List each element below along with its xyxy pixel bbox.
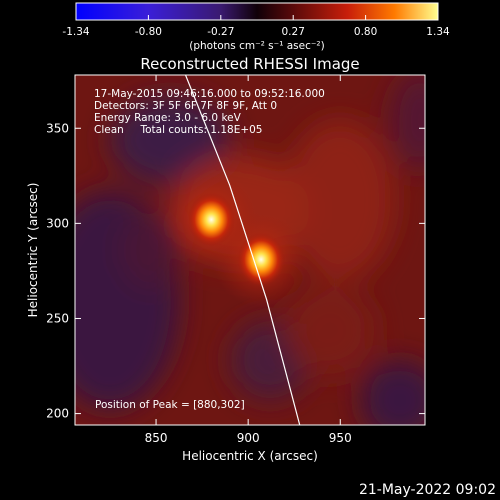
- colorbar-tick-label: 0.27: [282, 26, 305, 38]
- info-block: 17-May-2015 09:46:16.000 to 09:52:16.000…: [94, 88, 325, 136]
- colorbar-gradient: [75, 2, 439, 21]
- solar-limb-line: [184, 75, 301, 425]
- footer-timestamp: 21-May-2022 09:02: [359, 482, 496, 498]
- y-axis-ticks: 200 250 300 350: [46, 121, 425, 421]
- info-line-clean: Clean Total counts: 1.18E+05: [94, 124, 263, 136]
- colorbar-tick-label: -1.34: [62, 26, 89, 38]
- y-tick-label: 300: [46, 216, 69, 230]
- x-axis-label: Heliocentric X (arcsec): [182, 449, 318, 463]
- image-title: Reconstructed RHESSI Image: [140, 55, 359, 73]
- y-axis-label: Heliocentric Y (arcsec): [26, 183, 40, 318]
- info-line-time: 17-May-2015 09:46:16.000 to 09:52:16.000: [94, 88, 325, 100]
- plot-frame: [74, 74, 426, 426]
- colorbar-ticks: -1.34 -0.80 -0.27 0.27 0.80 1.34: [62, 15, 450, 38]
- x-tick-label: 850: [145, 431, 168, 445]
- colorbar-tick-label: -0.80: [135, 26, 162, 38]
- info-line-energy: Energy Range: 3.0 - 6.0 keV: [94, 112, 242, 124]
- y-tick-label: 250: [46, 311, 69, 325]
- colorbar-unit-label: (photons cm⁻² s⁻¹ asec⁻²): [189, 40, 324, 52]
- emission-map: [75, 75, 425, 425]
- info-line-detectors: Detectors: 3F 5F 6F 7F 8F 9F, Att 0: [94, 100, 277, 112]
- colorbar-tick-label: 1.34: [426, 26, 450, 38]
- x-tick-label: 950: [329, 431, 352, 445]
- x-axis-ticks: 850 900 950: [145, 75, 352, 445]
- emission-sources: [163, 171, 310, 308]
- emission-source: [237, 232, 286, 287]
- y-tick-label: 200: [46, 407, 69, 421]
- x-tick-label: 900: [237, 431, 260, 445]
- y-tick-label: 350: [46, 121, 69, 135]
- colorbar-tick-label: -0.27: [207, 26, 234, 38]
- colorbar: -1.34 -0.80 -0.27 0.27 0.80 1.34 (photons cm⁻…: [62, 2, 450, 52]
- image-plot: [75, 75, 425, 425]
- peak-position-label: Position of Peak = [880,302]: [95, 399, 245, 411]
- colorbar-tick-label: 0.80: [354, 26, 377, 38]
